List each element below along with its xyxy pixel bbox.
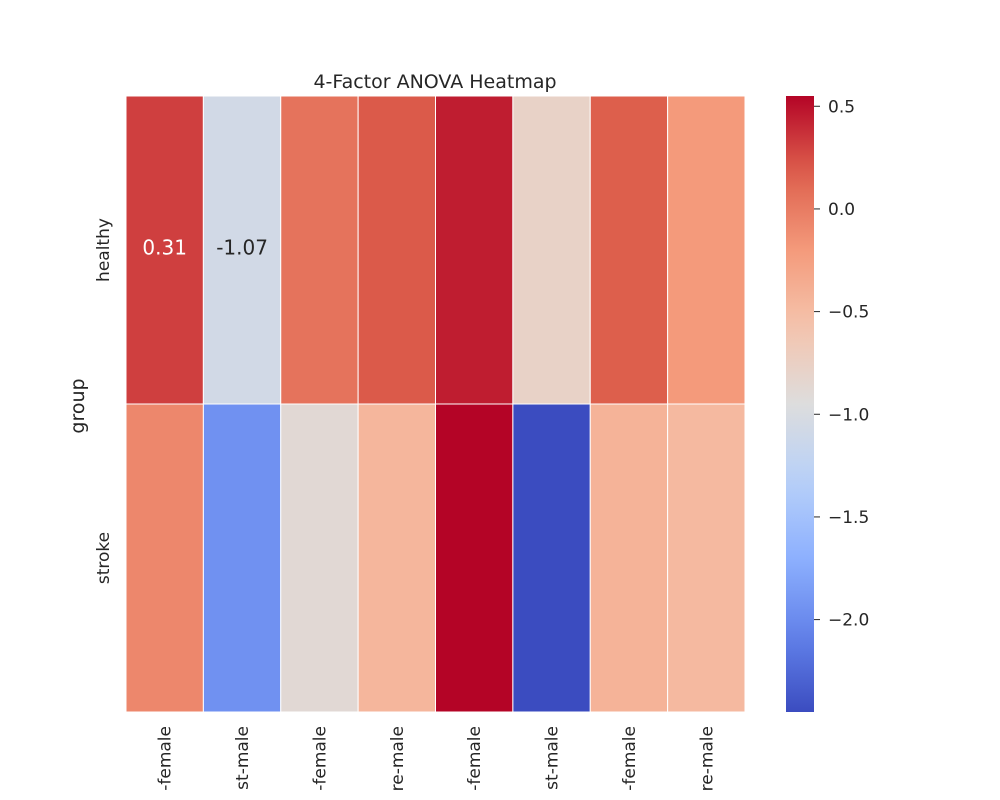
heatmap-cell (589, 403, 669, 713)
colorbar-tick-label: −0.5 (828, 303, 869, 323)
column-label: st-male (543, 726, 563, 790)
heatmap-cell (280, 95, 359, 405)
column-label: -female (156, 726, 176, 791)
heatmap-cell (589, 95, 669, 405)
heatmap-cell (667, 95, 746, 405)
heatmap-annotations: 0.31 -1.07 (142, 236, 268, 260)
cell-annotation: 0.31 (142, 236, 187, 260)
heatmap-cell (512, 403, 591, 713)
colorbar (786, 96, 814, 712)
heatmap-cell (280, 403, 359, 713)
column-label: -female (310, 726, 330, 791)
column-labels: -female st-male -female re-male -female st-ma… (156, 726, 718, 791)
column-label: st-male (233, 726, 253, 790)
row-labels: healthy stroke (94, 218, 114, 584)
heatmap-cell (202, 403, 282, 713)
column-label: -female (465, 726, 485, 791)
heatmap-cells (125, 95, 746, 713)
heatmap-cell (435, 403, 514, 713)
row-label: stroke (94, 532, 114, 584)
colorbar-tick-label: −1.5 (828, 508, 869, 528)
heatmap-cell (202, 95, 282, 405)
colorbar-tick-label: −2.0 (828, 611, 869, 631)
heatmap-cell (125, 403, 204, 713)
heatmap-cell (125, 95, 204, 405)
chart-title: 4-Factor ANOVA Heatmap (313, 71, 556, 93)
heatmap-cell (357, 95, 436, 405)
heatmap-cell (357, 403, 436, 713)
column-label: -female (620, 726, 640, 791)
column-label: re-male (388, 726, 408, 791)
row-label: healthy (94, 218, 114, 282)
heatmap-cell (512, 95, 591, 405)
cell-annotation: -1.07 (216, 236, 268, 260)
y-axis-label: group (67, 378, 89, 433)
column-label: re-male (697, 726, 717, 791)
colorbar-ticks: 0.5 0.0 −0.5 −1.0 −1.5 −2.0 (814, 97, 869, 631)
colorbar-tick-label: 0.0 (828, 200, 855, 220)
colorbar-tick-label: −1.0 (828, 405, 869, 425)
heatmap-cell (667, 403, 746, 713)
colorbar-tick-label: 0.5 (828, 97, 855, 117)
heatmap-cell (435, 95, 514, 405)
